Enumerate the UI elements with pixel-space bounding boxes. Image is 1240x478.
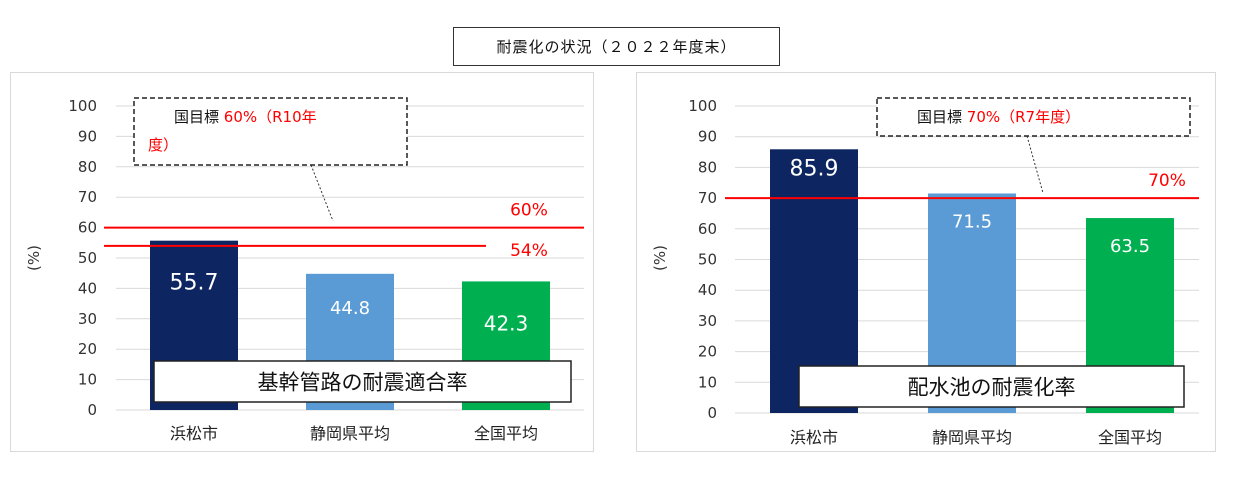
target-callout-box [133,97,408,166]
category-label: 静岡県平均 [932,428,1012,447]
chart-subtitle: 配水池の耐震化率 [908,376,1076,400]
y-tick-label: 80 [698,158,717,176]
target-callout-text: 国目標 60%（R10年 [174,108,317,126]
target-callout-box [876,97,1191,137]
callout-highlight: 70%（R7年度） [967,108,1080,126]
bar-value-label: 55.7 [170,271,219,296]
target-line-label: 54% [510,241,548,261]
chart-panel-reservoirs: 0 10 20 30 40 50 60 70 80 90 100 (%) 85.9 浜松市 71.5 静岡県平… [636,72,1216,452]
bar-value-label: 42.3 [484,311,529,335]
callout-prefix: 国目標 [917,108,967,126]
y-tick-label: 0 [707,404,717,422]
y-tick-label: 40 [698,281,717,299]
target-callout-text: 国目標 70%（R7年度） [917,108,1080,126]
y-tick-label: 20 [78,340,97,358]
category-label: 浜松市 [170,424,218,443]
chart-pipelines: 0 10 20 30 40 50 60 70 80 90 100 (%) 55.7 浜松市 44.8 静岡県平… [25,97,584,443]
bar-value-label: 44.8 [330,298,370,319]
y-tick-label: 30 [78,310,97,328]
y-tick-label: 0 [87,401,97,419]
y-axis-label: (%) [651,245,669,271]
category-label: 全国平均 [1098,428,1162,447]
callout-leader [1026,135,1044,194]
y-tick-label: 10 [698,373,717,391]
callout-text-line2: 度） [148,136,178,154]
bar-value-label: 63.5 [1110,236,1150,257]
page-title: 耐震化の状況（２０２２年度末） [453,27,780,66]
y-tick-label: 10 [78,371,97,389]
y-axis-label: (%) [25,245,43,271]
callout-prefix: 国目標 [174,108,224,126]
category-label: 静岡県平均 [310,424,390,443]
y-tick-label: 100 [688,97,717,115]
y-tick-label: 60 [78,219,97,237]
target-line-label: 70% [1148,171,1186,191]
y-tick-label: 90 [698,128,717,146]
y-tick-label: 100 [68,97,97,115]
y-tick-label: 90 [78,127,97,145]
y-tick-label: 30 [698,312,717,330]
chart-reservoirs: 0 10 20 30 40 50 60 70 80 90 100 (%) 85.9 浜松市 71.5 静岡県平… [651,97,1199,447]
y-tick-label: 40 [78,279,97,297]
chart-subtitle-box [798,365,1185,408]
y-tick-label: 50 [78,249,97,267]
y-tick-label: 60 [698,220,717,238]
y-tick-label: 50 [698,251,717,269]
target-line-label: 60% [510,201,548,221]
callout-leader [310,164,334,222]
callout-highlight: 60%（R10年 [224,108,317,126]
chart-panel-pipelines: 0 10 20 30 40 50 60 70 80 90 100 (%) 55.7 浜松市 44.8 静岡県平… [10,72,594,452]
y-tick-label: 20 [698,343,717,361]
category-label: 全国平均 [474,424,538,443]
y-tick-label: 80 [78,158,97,176]
bar-value-label: 71.5 [952,211,992,232]
y-tick-label: 70 [698,189,717,207]
chart-subtitle: 基幹管路の耐震適合率 [258,371,468,395]
y-tick-label: 70 [78,188,97,206]
category-label: 浜松市 [790,428,838,447]
chart-subtitle-box [153,360,572,403]
bar-value-label: 85.9 [790,156,839,181]
